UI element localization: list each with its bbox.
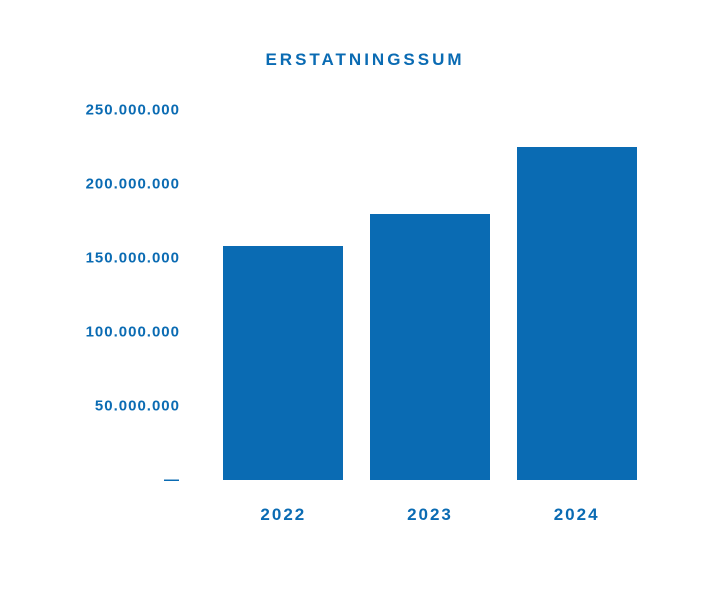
y-tick-0: — <box>164 472 180 489</box>
y-tick-2: 100.000.000 <box>86 324 180 341</box>
bar-2022 <box>223 246 343 480</box>
bar-slot-1 <box>370 110 490 480</box>
y-axis: 250.000.000 200.000.000 150.000.000 100.… <box>60 110 190 480</box>
x-label-1: 2023 <box>370 505 490 525</box>
y-tick-1: 50.000.000 <box>95 398 180 415</box>
plot-area: 250.000.000 200.000.000 150.000.000 100.… <box>60 110 670 480</box>
bar-slot-0 <box>223 110 343 480</box>
x-axis: 2022 2023 2024 <box>190 505 670 525</box>
chart-container: ERSTATNINGSSUM 250.000.000 200.000.000 1… <box>60 50 670 540</box>
x-label-2: 2024 <box>517 505 637 525</box>
x-label-0: 2022 <box>223 505 343 525</box>
y-tick-3: 150.000.000 <box>86 250 180 267</box>
y-tick-4: 200.000.000 <box>86 176 180 193</box>
bar-slot-2 <box>517 110 637 480</box>
chart-title: ERSTATNINGSSUM <box>60 50 670 70</box>
bar-2024 <box>517 147 637 480</box>
bars-region <box>190 110 670 480</box>
bar-2023 <box>370 214 490 480</box>
y-tick-5: 250.000.000 <box>86 102 180 119</box>
